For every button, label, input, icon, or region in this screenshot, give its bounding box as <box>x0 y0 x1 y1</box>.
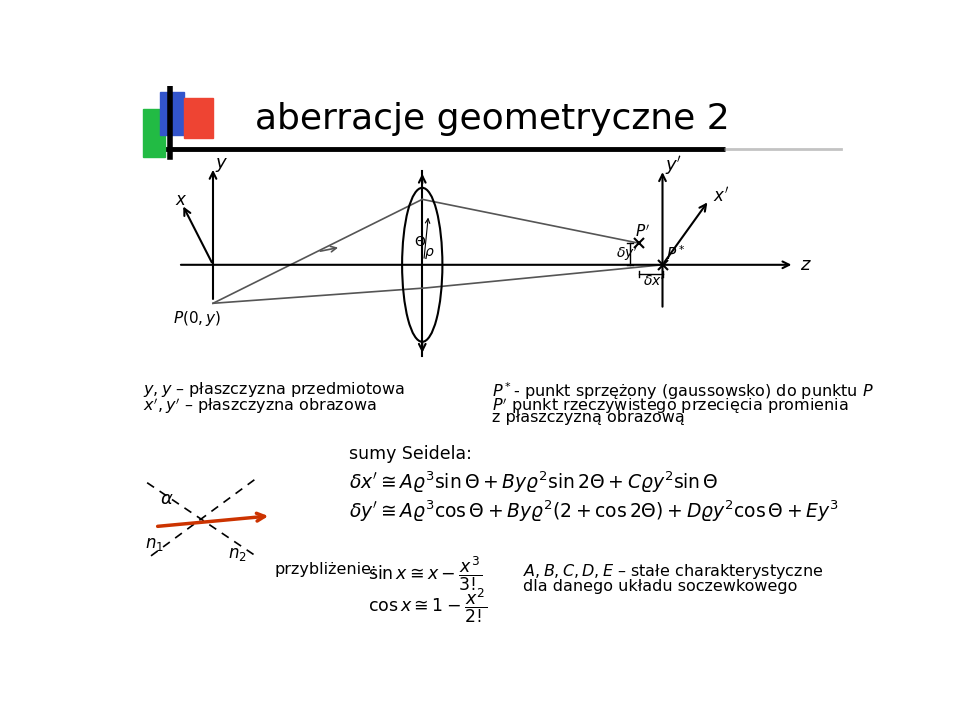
Text: $P^*$: $P^*$ <box>666 244 685 263</box>
Text: x: x <box>176 191 185 209</box>
Text: $\alpha$: $\alpha$ <box>160 490 174 508</box>
Text: $n_2$: $n_2$ <box>228 545 248 564</box>
Bar <box>183 98 213 138</box>
Bar <box>160 93 183 135</box>
Text: $P(0,y)$: $P(0,y)$ <box>173 309 221 328</box>
Text: $\delta x' \cong A\varrho^3 \sin\Theta + By\varrho^2 \sin 2\Theta + C\varrho y^2: $\delta x' \cong A\varrho^3 \sin\Theta +… <box>348 470 718 495</box>
Text: y: y <box>215 154 226 172</box>
Text: przybliżenie:: przybliżenie: <box>275 562 377 577</box>
Text: $\delta x'$: $\delta x'$ <box>643 274 665 289</box>
Text: $\delta y' \cong A\varrho^3 \cos\Theta + By\varrho^2(2 + \cos 2\Theta) + D\varrh: $\delta y' \cong A\varrho^3 \cos\Theta +… <box>348 499 838 524</box>
Text: sumy Seidela:: sumy Seidela: <box>348 445 471 463</box>
Text: $P'$ punkt rzeczywistego przecięcia promienia: $P'$ punkt rzeczywistego przecięcia prom… <box>492 396 849 416</box>
Text: $y, y$ – płaszczyzna przedmiotowa: $y, y$ – płaszczyzna przedmiotowa <box>143 381 405 399</box>
Text: $P^*$- punkt sprzężony (gaussowsko) do punktu $P$: $P^*$- punkt sprzężony (gaussowsko) do p… <box>492 381 874 402</box>
Bar <box>143 109 165 157</box>
Text: $A, B, C, D, E$ – stałe charakterystyczne: $A, B, C, D, E$ – stałe charakterystyczn… <box>523 562 824 581</box>
Text: $y'$: $y'$ <box>665 154 682 177</box>
Text: $\sin x \cong x - \dfrac{x^3}{3!}$: $\sin x \cong x - \dfrac{x^3}{3!}$ <box>368 554 482 593</box>
Text: aberracje geometryczne 2: aberracje geometryczne 2 <box>254 101 730 136</box>
Text: $x', y'$ – płaszczyzna obrazowa: $x', y'$ – płaszczyzna obrazowa <box>143 396 377 416</box>
Text: z płaszczyzną obrazową: z płaszczyzną obrazową <box>492 409 684 424</box>
Text: z: z <box>801 256 810 274</box>
Text: $P'$: $P'$ <box>636 223 651 240</box>
Text: dla danego układu soczewkowego: dla danego układu soczewkowego <box>523 579 798 594</box>
Text: $\Theta$: $\Theta$ <box>415 235 426 248</box>
Text: $x'$: $x'$ <box>713 187 729 206</box>
Text: $\delta y'$: $\delta y'$ <box>616 245 637 263</box>
Text: $n_1$: $n_1$ <box>145 536 164 554</box>
Text: $\cos x \cong 1 - \dfrac{x^2}{2!}$: $\cos x \cong 1 - \dfrac{x^2}{2!}$ <box>368 587 488 625</box>
Text: $\rho$: $\rho$ <box>423 246 435 261</box>
